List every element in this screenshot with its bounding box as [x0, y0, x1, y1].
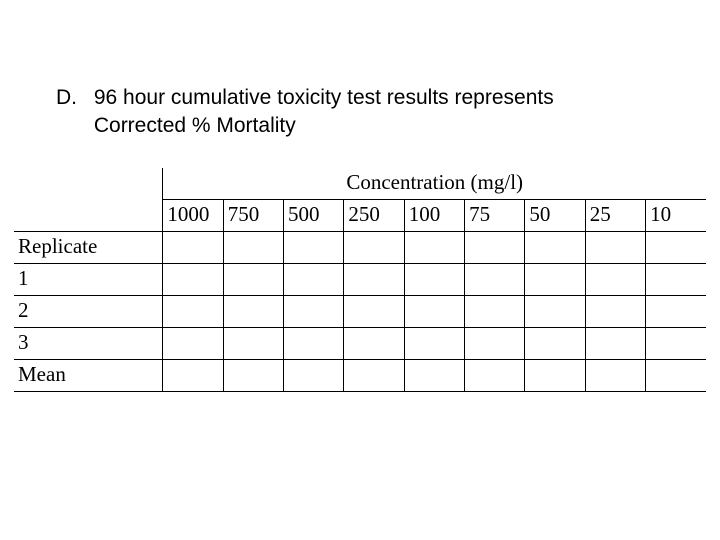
cell: [404, 264, 464, 296]
cell: [344, 360, 404, 392]
conc-col-4: 100: [404, 200, 464, 232]
cell: [223, 360, 283, 392]
cell: [404, 328, 464, 360]
cell: [344, 328, 404, 360]
conc-col-8: 10: [646, 200, 706, 232]
conc-col-5: 75: [465, 200, 525, 232]
cell: [223, 264, 283, 296]
cell: [646, 264, 706, 296]
table-row: 2: [14, 296, 706, 328]
cell: [284, 328, 344, 360]
cell: [163, 296, 223, 328]
row-label: 1: [14, 264, 163, 296]
toxicity-table-container: Concentration (mg/l) 1000 750 500 250 10…: [14, 168, 706, 392]
cell: [163, 232, 223, 264]
conc-col-7: 25: [585, 200, 645, 232]
conc-col-0: 1000: [163, 200, 223, 232]
table-row: 1: [14, 264, 706, 296]
cell: [344, 296, 404, 328]
cell: [525, 232, 585, 264]
cell: [646, 360, 706, 392]
cell: [404, 296, 464, 328]
section-heading: D. 96 hour cumulative toxicity test resu…: [56, 84, 554, 141]
cell: [585, 360, 645, 392]
cell: [284, 264, 344, 296]
cell: [585, 328, 645, 360]
cell: [585, 264, 645, 296]
cell: [284, 296, 344, 328]
cell: [404, 232, 464, 264]
concentration-header: Concentration (mg/l): [163, 168, 706, 200]
header-blank-cell: [14, 168, 163, 200]
row-label: 3: [14, 328, 163, 360]
heading-label: D.: [56, 84, 88, 112]
row-label: 2: [14, 296, 163, 328]
table-row: Replicate: [14, 232, 706, 264]
cell: [344, 232, 404, 264]
conc-col-6: 50: [525, 200, 585, 232]
cell: [465, 264, 525, 296]
replicate-header: Replicate: [14, 232, 163, 264]
table-row: 3: [14, 328, 706, 360]
cell: [525, 328, 585, 360]
cell: [585, 296, 645, 328]
cell: [525, 264, 585, 296]
cell: [646, 296, 706, 328]
cell: [585, 232, 645, 264]
cell: [465, 328, 525, 360]
cell: [646, 232, 706, 264]
cell: [163, 360, 223, 392]
toxicity-table: Concentration (mg/l) 1000 750 500 250 10…: [14, 168, 706, 392]
conc-col-1: 750: [223, 200, 283, 232]
table-header-row-top: Concentration (mg/l): [14, 168, 706, 200]
cell: [525, 360, 585, 392]
cell: [404, 360, 464, 392]
table-row: Mean: [14, 360, 706, 392]
heading-text: 96 hour cumulative toxicity test results…: [94, 84, 554, 141]
cell: [465, 296, 525, 328]
cell: [223, 328, 283, 360]
cell: [163, 264, 223, 296]
conc-col-2: 500: [284, 200, 344, 232]
cell: [344, 264, 404, 296]
cell: [465, 232, 525, 264]
header-blank-cell-2: [14, 200, 163, 232]
table-header-row-concs: 1000 750 500 250 100 75 50 25 10: [14, 200, 706, 232]
conc-col-3: 250: [344, 200, 404, 232]
cell: [284, 360, 344, 392]
heading-line1: 96 hour cumulative toxicity test results…: [94, 86, 554, 109]
heading-line2: Corrected % Mortality: [94, 114, 296, 137]
cell: [284, 232, 344, 264]
row-label: Mean: [14, 360, 163, 392]
cell: [223, 296, 283, 328]
cell: [465, 360, 525, 392]
cell: [223, 232, 283, 264]
cell: [163, 328, 223, 360]
cell: [525, 296, 585, 328]
cell: [646, 328, 706, 360]
